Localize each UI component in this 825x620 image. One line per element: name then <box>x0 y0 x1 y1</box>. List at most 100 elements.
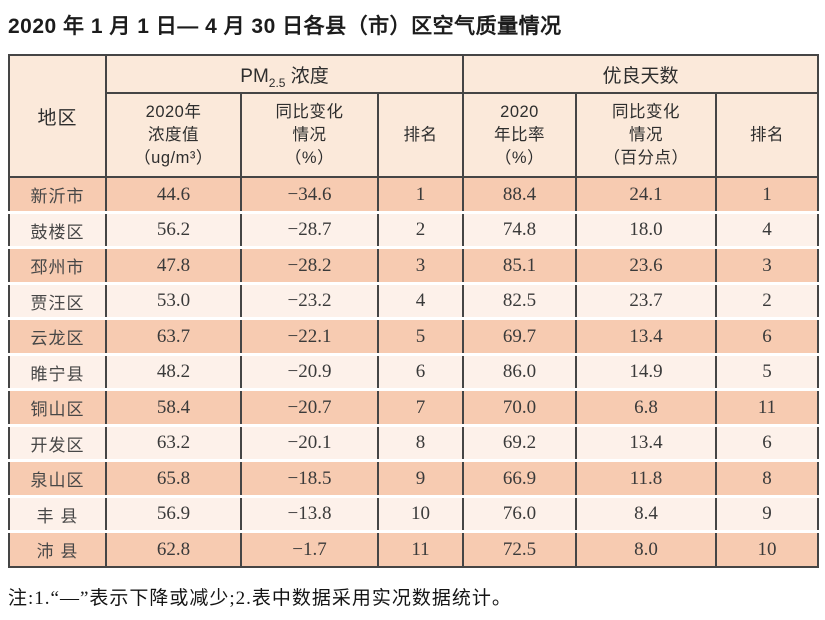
ratio-rank-cell: 3 <box>715 246 819 284</box>
region-cell: 邳州市 <box>8 246 107 284</box>
ratio-change-cell: 13.4 <box>575 423 717 461</box>
header-ratio-rank: 排名 <box>715 92 819 179</box>
table-header: 地区 PM2.5 浓度 优良天数 2020年 浓度值 （ug/m³） 同比变化 … <box>8 54 819 179</box>
table-row: 睢宁县 48.2 −20.9 6 86.0 14.9 5 <box>8 352 819 390</box>
pm-label-subscript: 2.5 <box>268 75 286 90</box>
table-body: 新沂市 44.6 −34.6 1 88.4 24.1 1 鼓楼区 56.2 −2… <box>8 176 819 567</box>
ratio-cell: 88.4 <box>462 176 577 213</box>
ratio-cell: 70.0 <box>462 388 577 426</box>
ratio-change-cell: 18.0 <box>575 210 717 248</box>
region-cell: 睢宁县 <box>8 352 107 390</box>
ratio-change-cell: 11.8 <box>575 459 717 497</box>
pm-value-cell: 63.2 <box>105 423 242 461</box>
page-title: 2020 年 1 月 1 日— 4 月 30 日各县（市）区空气质量情况 <box>8 15 562 38</box>
table-row: 云龙区 63.7 −22.1 5 69.7 13.4 6 <box>8 317 819 355</box>
header-pm-change: 同比变化 情况 （%） <box>240 92 379 179</box>
region-cell: 云龙区 <box>8 317 107 355</box>
pm-rank-cell: 1 <box>377 176 464 213</box>
header-pm-value: 2020年 浓度值 （ug/m³） <box>105 92 242 179</box>
pm-label-prefix: PM <box>240 65 269 87</box>
ratio-change-cell: 8.4 <box>575 494 717 532</box>
ratio-rank-cell: 9 <box>715 494 819 532</box>
pm-label-suffix: 浓度 <box>285 65 329 87</box>
ratio-rank-cell: 2 <box>715 281 819 319</box>
header-sub-row: 2020年 浓度值 （ug/m³） 同比变化 情况 （%） 排名 2020 年比… <box>9 92 819 179</box>
pm-rank-cell: 2 <box>377 210 464 248</box>
header-pm-rank: 排名 <box>377 92 464 179</box>
footnote: 注:1.“—”表示下降或减少;2.表中数据采用实况数据统计。 <box>8 587 512 609</box>
pm-change-cell: −34.6 <box>240 176 379 213</box>
region-cell: 贾汪区 <box>8 281 107 319</box>
ratio-rank-cell: 6 <box>715 423 819 461</box>
ratio-rank-cell: 6 <box>715 317 819 355</box>
region-cell: 沛 县 <box>8 530 107 567</box>
table-row: 新沂市 44.6 −34.6 1 88.4 24.1 1 <box>8 176 819 213</box>
region-cell: 新沂市 <box>8 176 107 213</box>
header-good-days-group: 优良天数 <box>462 54 819 95</box>
region-cell: 开发区 <box>8 423 107 461</box>
header-ratio-change: 同比变化 情况 （百分点） <box>575 92 717 179</box>
pm-change-cell: −28.7 <box>240 210 379 248</box>
pm-value-cell: 58.4 <box>105 388 242 426</box>
header-group-row: 地区 PM2.5 浓度 优良天数 <box>8 54 819 179</box>
ratio-change-cell: 23.7 <box>575 281 717 319</box>
table-row: 沛 县 62.8 −1.7 11 72.5 8.0 10 <box>8 530 819 567</box>
ratio-change-cell: 8.0 <box>575 530 717 567</box>
pm-change-cell: −28.2 <box>240 246 379 284</box>
pm-value-cell: 47.8 <box>105 246 242 284</box>
table-row: 铜山区 58.4 −20.7 7 70.0 6.8 11 <box>8 388 819 426</box>
ratio-change-cell: 23.6 <box>575 246 717 284</box>
pm-change-cell: −20.9 <box>240 352 379 390</box>
pm-rank-cell: 6 <box>377 352 464 390</box>
header-pm-group: PM2.5 浓度 <box>105 54 464 95</box>
ratio-cell: 69.2 <box>462 423 577 461</box>
table-row: 丰 县 56.9 −13.8 10 76.0 8.4 9 <box>8 494 819 532</box>
region-cell: 丰 县 <box>8 494 107 532</box>
ratio-cell: 82.5 <box>462 281 577 319</box>
ratio-cell: 72.5 <box>462 530 577 567</box>
ratio-rank-cell: 4 <box>715 210 819 248</box>
pm-value-cell: 53.0 <box>105 281 242 319</box>
pm-value-cell: 63.7 <box>105 317 242 355</box>
pm-value-cell: 48.2 <box>105 352 242 390</box>
header-ratio: 2020 年比率 （%） <box>462 92 577 179</box>
pm-rank-cell: 9 <box>377 459 464 497</box>
table-row: 泉山区 65.8 −18.5 9 66.9 11.8 8 <box>8 459 819 497</box>
region-cell: 铜山区 <box>8 388 107 426</box>
pm-value-cell: 44.6 <box>105 176 242 213</box>
pm-rank-cell: 8 <box>377 423 464 461</box>
ratio-rank-cell: 8 <box>715 459 819 497</box>
pm-change-cell: −20.7 <box>240 388 379 426</box>
ratio-cell: 86.0 <box>462 352 577 390</box>
ratio-rank-cell: 1 <box>715 176 819 213</box>
ratio-cell: 76.0 <box>462 494 577 532</box>
region-cell: 泉山区 <box>8 459 107 497</box>
pm-change-cell: −1.7 <box>240 530 379 567</box>
ratio-change-cell: 14.9 <box>575 352 717 390</box>
pm-rank-cell: 11 <box>377 530 464 567</box>
pm-change-cell: −23.2 <box>240 281 379 319</box>
pm-value-cell: 62.8 <box>105 530 242 567</box>
table-row: 贾汪区 53.0 −23.2 4 82.5 23.7 2 <box>8 281 819 319</box>
air-quality-table: 地区 PM2.5 浓度 优良天数 2020年 浓度值 （ug/m³） 同比变化 … <box>8 54 819 568</box>
pm-value-cell: 56.9 <box>105 494 242 532</box>
pm-change-cell: −22.1 <box>240 317 379 355</box>
ratio-cell: 66.9 <box>462 459 577 497</box>
ratio-change-cell: 13.4 <box>575 317 717 355</box>
pm-rank-cell: 7 <box>377 388 464 426</box>
pm-change-cell: −20.1 <box>240 423 379 461</box>
ratio-rank-cell: 5 <box>715 352 819 390</box>
pm-rank-cell: 5 <box>377 317 464 355</box>
table-row: 开发区 63.2 −20.1 8 69.2 13.4 6 <box>8 423 819 461</box>
pm-rank-cell: 3 <box>377 246 464 284</box>
pm-change-cell: −18.5 <box>240 459 379 497</box>
ratio-cell: 69.7 <box>462 317 577 355</box>
pm-rank-cell: 10 <box>377 494 464 532</box>
pm-rank-cell: 4 <box>377 281 464 319</box>
region-cell: 鼓楼区 <box>8 210 107 248</box>
pm-value-cell: 56.2 <box>105 210 242 248</box>
ratio-cell: 85.1 <box>462 246 577 284</box>
table-row: 邳州市 47.8 −28.2 3 85.1 23.6 3 <box>8 246 819 284</box>
ratio-change-cell: 24.1 <box>575 176 717 213</box>
